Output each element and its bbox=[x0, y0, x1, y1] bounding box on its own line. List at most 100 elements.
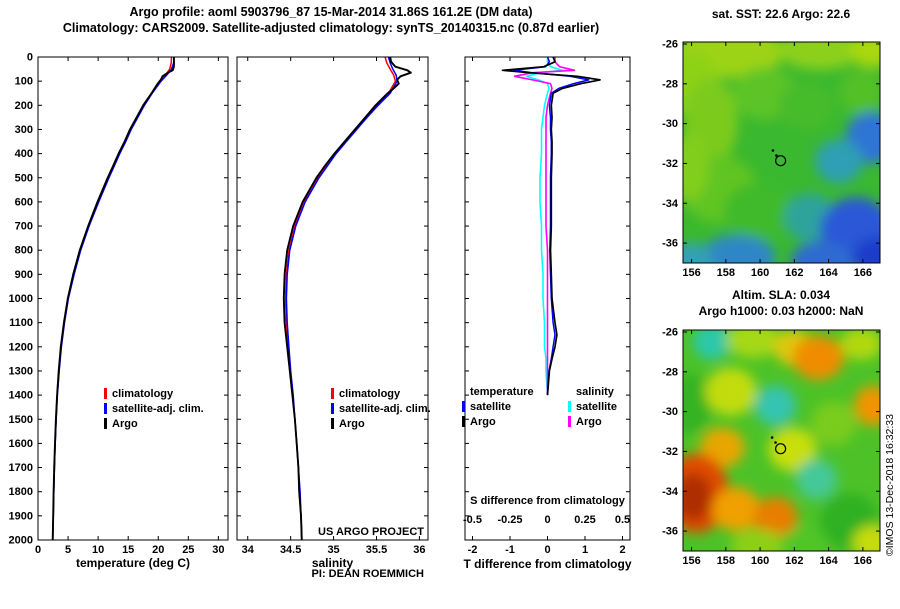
diff-legend-label-s-argo: Argo bbox=[576, 415, 602, 428]
x-tick-label: 30 bbox=[212, 544, 224, 556]
map-x-tick-label: 164 bbox=[819, 555, 838, 567]
t-argo-line-swatch bbox=[462, 416, 465, 427]
legend-label-satadj: satellite-adj. clim. bbox=[112, 402, 204, 415]
series-argo-temperature bbox=[51, 57, 175, 540]
diff-legend-temperature-column: temperature satellite Argo bbox=[462, 384, 534, 429]
figure-title-line1: Argo profile: aoml 5903796_87 15-Mar-201… bbox=[129, 5, 533, 19]
map-blob bbox=[712, 487, 761, 532]
depth-tick-label: 1400 bbox=[9, 390, 33, 402]
svg-rect bbox=[682, 41, 881, 264]
diff-legend-label-t-satellite: satellite bbox=[470, 400, 511, 413]
svg-rect bbox=[682, 329, 881, 552]
svg-rect bbox=[38, 57, 228, 540]
svg-rect bbox=[37, 56, 229, 541]
x-tick-label: 0 bbox=[35, 544, 41, 556]
map-y-tick-label: -30 bbox=[662, 406, 678, 418]
s-satellite-line-swatch bbox=[568, 401, 571, 412]
x-tick-label: 34.5 bbox=[280, 544, 301, 556]
map-x-tick-label: 160 bbox=[751, 555, 769, 567]
depth-tick-label: 0 bbox=[27, 52, 33, 64]
map-y-tick-label: -34 bbox=[662, 486, 679, 498]
map-blob bbox=[778, 42, 862, 70]
x-tick-label: 20 bbox=[152, 544, 164, 556]
depth-tick-label: 1000 bbox=[9, 293, 33, 305]
map-blob bbox=[724, 183, 793, 240]
figure-title-line2: Climatology: CARS2009. Satellite-adjuste… bbox=[62, 21, 600, 35]
map-x-tick-label: 164 bbox=[819, 267, 838, 279]
map-blob bbox=[854, 385, 880, 426]
x-tick2-label: 0 bbox=[544, 514, 550, 526]
sst-map-title: sat. SST: 22.6 Argo: 22.6 bbox=[711, 7, 851, 21]
map-x-tick-label: 166 bbox=[854, 267, 872, 279]
depth-tick-label: 1100 bbox=[9, 317, 33, 329]
map-x-tick-label: 166 bbox=[854, 555, 872, 567]
map-blob bbox=[700, 235, 776, 263]
svg-g bbox=[51, 57, 175, 540]
x-tick-label: 10 bbox=[92, 544, 104, 556]
diff-legend-item-s-satellite: satellite bbox=[568, 399, 617, 414]
map-blob bbox=[683, 243, 714, 263]
x-tick-label: 35.5 bbox=[366, 544, 387, 556]
svg-rect bbox=[236, 56, 429, 541]
x-tick-label: 2 bbox=[619, 544, 625, 556]
depth-tick-label: 1800 bbox=[9, 486, 33, 498]
svg-rect bbox=[237, 57, 428, 540]
argo-profile-figure: 0 100 200 300 400 500 600 700 800 900 1000 1100 1200… bbox=[8, 5, 896, 580]
svg-g bbox=[683, 42, 880, 263]
map-blob bbox=[705, 367, 757, 416]
legend-label-argo: Argo bbox=[339, 417, 365, 430]
legend-item-climatology: climatology bbox=[104, 386, 204, 401]
diff-legend-item-t-satellite: satellite bbox=[462, 399, 534, 414]
svg-g bbox=[282, 57, 412, 540]
legend-label-climatology: climatology bbox=[339, 387, 401, 400]
salinity-axis-label: salinity bbox=[311, 556, 354, 570]
map-x-tick-label: 162 bbox=[785, 555, 803, 567]
panel-sal: 34 34.5 35 35.5 36 bbox=[236, 56, 429, 556]
diff-legend-item-t-argo: Argo bbox=[462, 414, 534, 429]
x-tick2-label: 0.5 bbox=[615, 514, 630, 526]
map-blob bbox=[849, 42, 880, 68]
depth-tick-label: 1600 bbox=[9, 438, 33, 450]
trajectory-dot bbox=[774, 441, 777, 444]
plots-canvas: 0100200300400500600700800900100011001200… bbox=[9, 38, 881, 567]
series-s-diff-argo bbox=[513, 57, 576, 396]
temperature-panel-legend: climatology satellite-adj. clim. Argo bbox=[104, 386, 204, 431]
x-tick2-label: 0.25 bbox=[574, 514, 595, 526]
map-x-tick-label: 160 bbox=[751, 267, 769, 279]
map-blob bbox=[700, 427, 745, 468]
s-argo-line-swatch bbox=[568, 416, 571, 427]
map-blob bbox=[753, 497, 798, 538]
satadj-line-swatch bbox=[104, 403, 107, 414]
diff-legend-item-s-argo: Argo bbox=[568, 414, 617, 429]
series-argo-salinity bbox=[282, 57, 412, 540]
map-y-tick-label: -26 bbox=[662, 38, 678, 50]
depth-tick-label: 300 bbox=[15, 124, 33, 136]
svg-g bbox=[501, 57, 601, 396]
map-y-tick-label: -36 bbox=[662, 238, 678, 250]
depth-tick-label: 800 bbox=[15, 245, 33, 257]
legend-item-satadj: satellite-adj. clim. bbox=[104, 401, 204, 416]
map-x-tick-label: 156 bbox=[682, 555, 700, 567]
series-t-diff-argo bbox=[501, 57, 601, 396]
map-blob bbox=[796, 459, 838, 500]
diff-legend-label-t-argo: Argo bbox=[470, 415, 496, 428]
map-blob bbox=[778, 81, 834, 130]
depth-tick-label: 100 bbox=[15, 76, 33, 88]
salinity-panel-legend: climatology satellite-adj. clim. Argo bbox=[331, 386, 431, 431]
map-blob bbox=[754, 385, 797, 426]
float-position-marker bbox=[774, 155, 787, 167]
x-tick-label: 0 bbox=[544, 544, 550, 556]
panel-diff: -2 -1 0 1 2 -0.5 -0.25 0 0.25 0.5 bbox=[463, 56, 631, 556]
project-annotation-line1: US ARGO PROJECT bbox=[318, 526, 424, 538]
depth-tick-label: 1900 bbox=[9, 510, 33, 522]
panel-temp: 0100200300400500600700800900100011001200… bbox=[9, 52, 229, 556]
depth-tick-label: 1500 bbox=[9, 414, 33, 426]
depth-tick-label: 700 bbox=[15, 221, 33, 233]
imos-watermark: ©IMOS 13-Dec-2018 16:32:33 bbox=[884, 414, 896, 556]
legend-label-climatology: climatology bbox=[112, 387, 174, 400]
t-satellite-line-swatch bbox=[462, 401, 465, 412]
diff-legend-temperature-header-label: temperature bbox=[470, 385, 534, 398]
map-y-tick-label: -28 bbox=[662, 78, 678, 90]
map-blob bbox=[693, 330, 731, 360]
climatology-line-swatch bbox=[104, 388, 107, 399]
